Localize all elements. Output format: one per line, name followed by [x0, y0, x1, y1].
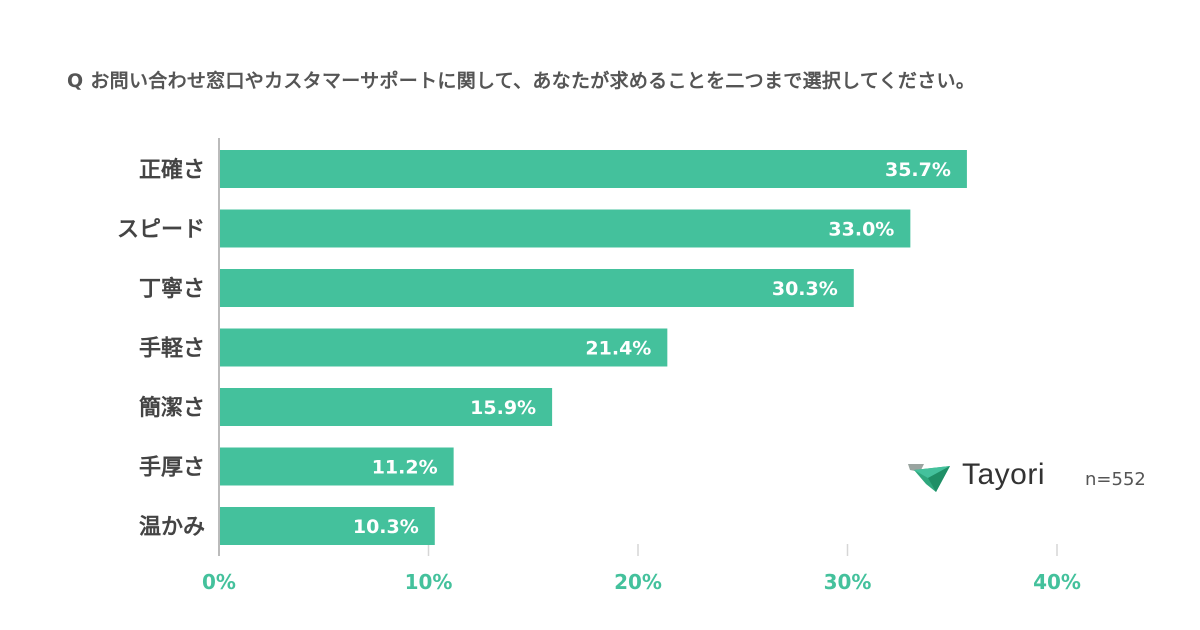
bar — [220, 507, 435, 545]
sample-size: n=552 — [1085, 469, 1146, 490]
x-tick-label: 10% — [405, 570, 453, 594]
category-label: 正確さ — [139, 157, 205, 183]
bar — [220, 388, 553, 426]
x-tick-label: 30% — [824, 570, 872, 594]
category-label: 丁寧さ — [139, 276, 205, 302]
x-tick-label: 0% — [202, 570, 236, 594]
data-label: 33.0% — [828, 219, 894, 241]
bar — [220, 328, 668, 367]
x-tick-label: 20% — [614, 570, 662, 594]
data-label: 35.7% — [885, 159, 951, 181]
data-label: 21.4% — [585, 338, 651, 360]
paper-plane-icon — [908, 464, 950, 492]
category-label: 温かみ — [139, 515, 205, 540]
category-label: スピード — [117, 218, 205, 243]
brand-logo: Tayori — [906, 458, 1045, 492]
bar — [220, 150, 967, 188]
data-label: 30.3% — [772, 278, 838, 300]
chart-title: Q お問い合わせ窓口やカスタマーサポートに関して、あなたが求めることを二つまで選… — [67, 70, 976, 92]
x-tick-label: 40% — [1033, 570, 1081, 594]
category-label: 手軽さ — [139, 336, 205, 362]
bar — [220, 447, 454, 486]
bar — [220, 209, 911, 248]
category-label: 手厚さ — [139, 456, 205, 481]
category-label: 簡潔さ — [139, 395, 205, 421]
data-label: 10.3% — [353, 516, 419, 538]
bar — [220, 269, 854, 307]
data-label: 15.9% — [470, 397, 536, 419]
brand-name: Tayori — [962, 458, 1046, 491]
data-label: 11.2% — [372, 457, 438, 479]
